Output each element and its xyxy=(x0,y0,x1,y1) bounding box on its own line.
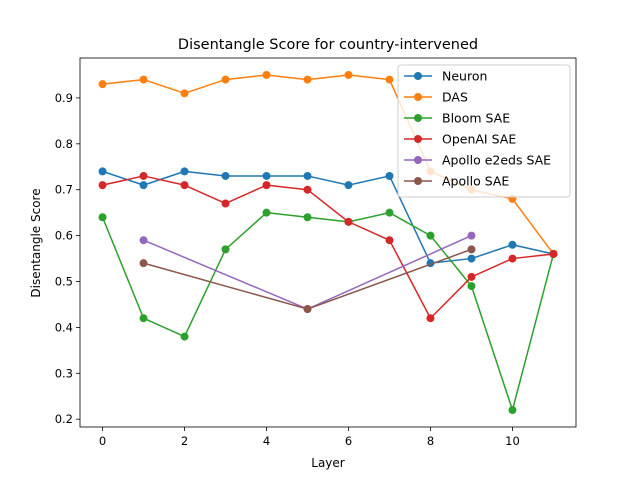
plot-area: 0 2 4 6 8 10 0.2 0.3 0.4 0.5 0.6 0.7 0.8 0.9 xyxy=(55,57,577,448)
data-point xyxy=(467,231,476,240)
data-point xyxy=(426,314,435,323)
legend-entry: OpenAI SAE xyxy=(404,132,516,147)
data-point xyxy=(508,406,517,415)
legend-label: OpenAI SAE xyxy=(442,132,516,147)
data-point xyxy=(98,181,107,190)
data-point xyxy=(98,80,107,89)
data-point xyxy=(303,213,312,222)
axes-frame xyxy=(79,57,577,428)
legend-box xyxy=(397,64,571,198)
x-tick-label: 4 xyxy=(263,434,270,448)
data-point xyxy=(262,208,271,217)
data-point xyxy=(385,208,394,217)
legend-marker xyxy=(414,135,422,143)
legend-marker xyxy=(414,177,422,185)
y-tick-label: 0.2 xyxy=(55,412,73,426)
data-point xyxy=(139,259,148,268)
data-point xyxy=(98,213,107,222)
legend-marker xyxy=(414,72,422,80)
data-point xyxy=(467,245,476,254)
series-3 xyxy=(98,171,558,323)
data-point xyxy=(139,181,148,190)
data-point xyxy=(467,282,476,291)
data-point xyxy=(139,171,148,180)
data-point xyxy=(221,199,230,208)
data-point xyxy=(344,217,353,226)
data-point xyxy=(139,75,148,84)
y-tick-label: 0.8 xyxy=(55,137,73,151)
legend-label: Neuron xyxy=(442,69,487,84)
data-point xyxy=(344,181,353,190)
data-point xyxy=(508,240,517,249)
legend-entry: DAS xyxy=(404,90,468,105)
data-point xyxy=(385,75,394,84)
data-point xyxy=(221,75,230,84)
data-point xyxy=(180,181,189,190)
x-tick-label: 8 xyxy=(427,434,434,448)
series-line xyxy=(101,211,555,411)
data-point xyxy=(303,171,312,180)
y-tick-label: 0.5 xyxy=(55,275,73,289)
data-point xyxy=(180,332,189,341)
data-point xyxy=(508,254,517,263)
x-axis-label: Layer xyxy=(311,456,345,470)
legend-marker xyxy=(414,114,422,122)
legend-label: Apollo SAE xyxy=(442,174,509,189)
data-point xyxy=(303,305,312,314)
data-point xyxy=(303,75,312,84)
data-point xyxy=(262,181,271,190)
legend: Neuron DAS Bloom SAE OpenAI SAE Apollo e2eds… xyxy=(397,64,571,198)
x-tick-label: 10 xyxy=(505,434,520,448)
data-point xyxy=(549,249,558,258)
x-tick-label: 6 xyxy=(345,434,352,448)
legend-label: Apollo e2eds SAE xyxy=(442,153,551,168)
y-tick-label: 0.4 xyxy=(55,320,73,334)
data-point xyxy=(426,231,435,240)
data-point xyxy=(139,314,148,323)
data-point xyxy=(139,236,148,245)
data-point xyxy=(262,171,271,180)
y-axis-label: Disentangle Score xyxy=(29,188,43,297)
data-point xyxy=(385,171,394,180)
data-point xyxy=(344,70,353,79)
legend-entry: Neuron xyxy=(404,69,487,84)
x-tick-label: 0 xyxy=(99,434,106,448)
data-point xyxy=(467,254,476,263)
series-5 xyxy=(139,245,476,314)
legend-label: Bloom SAE xyxy=(442,111,510,126)
data-point xyxy=(385,236,394,245)
data-point xyxy=(180,167,189,176)
data-point xyxy=(98,167,107,176)
legend-marker xyxy=(414,93,422,101)
x-tick-label: 2 xyxy=(181,434,188,448)
legend-entry: Bloom SAE xyxy=(404,111,510,126)
legend-label: DAS xyxy=(442,90,468,105)
legend-entry: Apollo e2eds SAE xyxy=(404,153,551,168)
y-tick-label: 0.9 xyxy=(55,91,73,105)
data-point xyxy=(221,245,230,254)
series-line xyxy=(102,170,554,264)
y-tick-label: 0.6 xyxy=(55,229,73,243)
y-tick-label: 0.3 xyxy=(55,366,73,380)
chart-title: Disentangle Score for country-intervened xyxy=(178,37,478,53)
data-point xyxy=(303,185,312,194)
y-tick-label: 0.7 xyxy=(55,183,73,197)
legend-marker xyxy=(414,156,422,164)
data-point xyxy=(262,70,271,79)
data-point xyxy=(180,89,189,98)
data-point xyxy=(467,272,476,281)
data-point xyxy=(221,171,230,180)
series-line xyxy=(102,175,554,319)
legend-entry: Apollo SAE xyxy=(404,174,509,189)
